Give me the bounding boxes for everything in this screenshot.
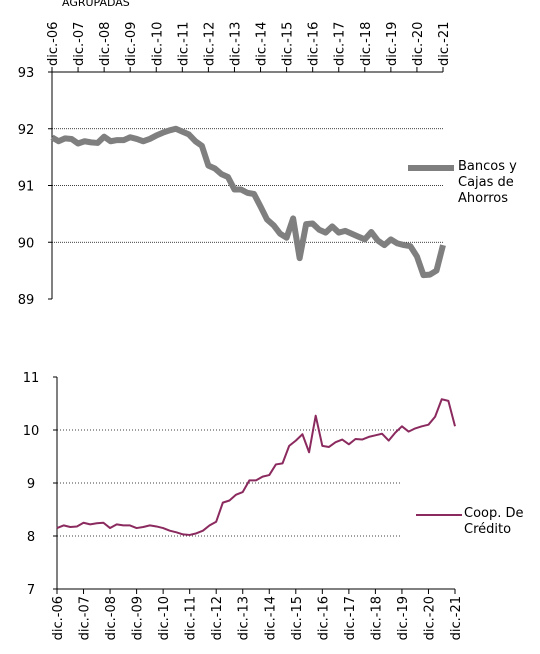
x-tick-label: dic.-16 (307, 22, 322, 66)
y-tick-label: 8 (27, 530, 35, 545)
x-tick-label: dic.-19 (396, 596, 411, 640)
y-tick-label: 7 (27, 583, 35, 598)
x-tick-label: dic.-10 (150, 22, 165, 66)
y-tick-label: 90 (18, 236, 35, 251)
x-tick-label: dic.-08 (104, 596, 119, 640)
x-tick-label: dic.-12 (202, 22, 217, 66)
x-tick-label: dic.-17 (343, 596, 358, 640)
x-tick-label: dic.-20 (422, 596, 437, 640)
x-tick-label: dic.-06 (46, 22, 61, 66)
x-tick-label: dic.-18 (369, 596, 384, 640)
x-tick-label: dic.-18 (359, 22, 374, 66)
x-tick-label: dic.-07 (78, 596, 93, 640)
x-tick-label: dic.-06 (51, 596, 66, 640)
y-tick-label: 91 (18, 180, 35, 195)
x-tick-label: dic.-08 (98, 22, 113, 66)
legend-label: Coop. De Crédito (464, 506, 524, 537)
x-tick-label: dic.-15 (290, 596, 305, 640)
x-tick-label: dic.-21 (437, 22, 452, 66)
y-tick-label: 92 (18, 123, 35, 138)
x-tick-label: dic.-11 (184, 596, 199, 640)
y-tick-label: 9 (27, 477, 35, 492)
x-tick-label: dic.-13 (237, 596, 252, 640)
x-tick-label: dic.-14 (263, 596, 278, 640)
x-tick-label: dic.-07 (72, 22, 87, 66)
x-tick-label: dic.-21 (449, 596, 464, 640)
x-tick-label: dic.-14 (255, 22, 270, 66)
x-tick-label: dic.-09 (131, 596, 146, 640)
y-tick-label: 11 (23, 371, 40, 386)
x-tick-label: dic.-13 (228, 22, 243, 66)
y-tick-label: 10 (23, 424, 40, 439)
x-tick-label: dic.-16 (316, 596, 331, 640)
x-tick-label: dic.-15 (281, 22, 296, 66)
data-line (50, 125, 446, 279)
page-title: AGRUPADAS (62, 0, 130, 9)
x-tick-label: dic.-20 (411, 22, 426, 66)
x-tick-label: dic.-10 (157, 596, 172, 640)
x-tick-label: dic.-09 (124, 22, 139, 66)
y-tick-label: 93 (18, 66, 35, 81)
data-line (56, 398, 456, 536)
x-tick-label: dic.-12 (210, 596, 225, 640)
x-tick-label: dic.-19 (385, 22, 400, 66)
x-tick-label: dic.-11 (176, 22, 191, 66)
legend-label: Bancos y Cajas de Ahorros (458, 159, 517, 206)
x-tick-label: dic.-17 (333, 22, 348, 66)
y-tick-label: 89 (18, 293, 35, 308)
